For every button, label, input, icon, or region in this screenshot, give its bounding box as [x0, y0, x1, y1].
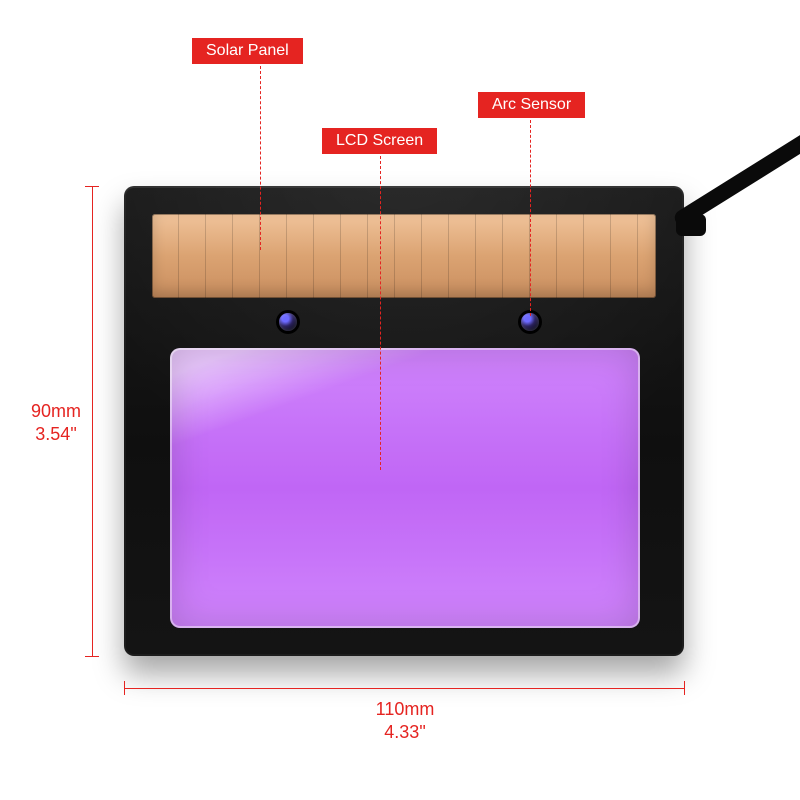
leader-solar-panel: [260, 66, 261, 250]
dimension-height-line: [92, 186, 93, 656]
callout-label: Arc Sensor: [492, 96, 571, 113]
callout-arc-sensor: Arc Sensor: [478, 92, 585, 118]
callout-label: LCD Screen: [336, 132, 423, 149]
lcd-screen: [170, 348, 640, 628]
callout-solar-panel: Solar Panel: [192, 38, 303, 64]
dimension-mm: 110mm: [340, 698, 470, 721]
dimension-inch: 4.33": [340, 721, 470, 744]
dimension-mm: 90mm: [24, 400, 88, 423]
dimension-tick: [684, 681, 685, 695]
dimension-inch: 3.54": [24, 423, 88, 446]
solar-panel: [152, 214, 656, 298]
leader-lcd-screen: [380, 156, 381, 470]
dimension-tick: [85, 656, 99, 657]
dimension-tick: [124, 681, 125, 695]
dimension-width-line: [124, 688, 684, 689]
leader-arc-sensor: [530, 120, 531, 316]
arc-sensor-left: [279, 313, 297, 331]
dimension-height-label: 90mm 3.54": [24, 400, 88, 445]
power-cable: [676, 214, 706, 236]
diagram-stage: Solar Panel LCD Screen Arc Sensor 90mm 3…: [0, 0, 800, 800]
callout-lcd-screen: LCD Screen: [322, 128, 437, 154]
callout-label: Solar Panel: [206, 42, 289, 59]
dimension-width-label: 110mm 4.33": [340, 698, 470, 743]
dimension-tick: [85, 186, 99, 187]
